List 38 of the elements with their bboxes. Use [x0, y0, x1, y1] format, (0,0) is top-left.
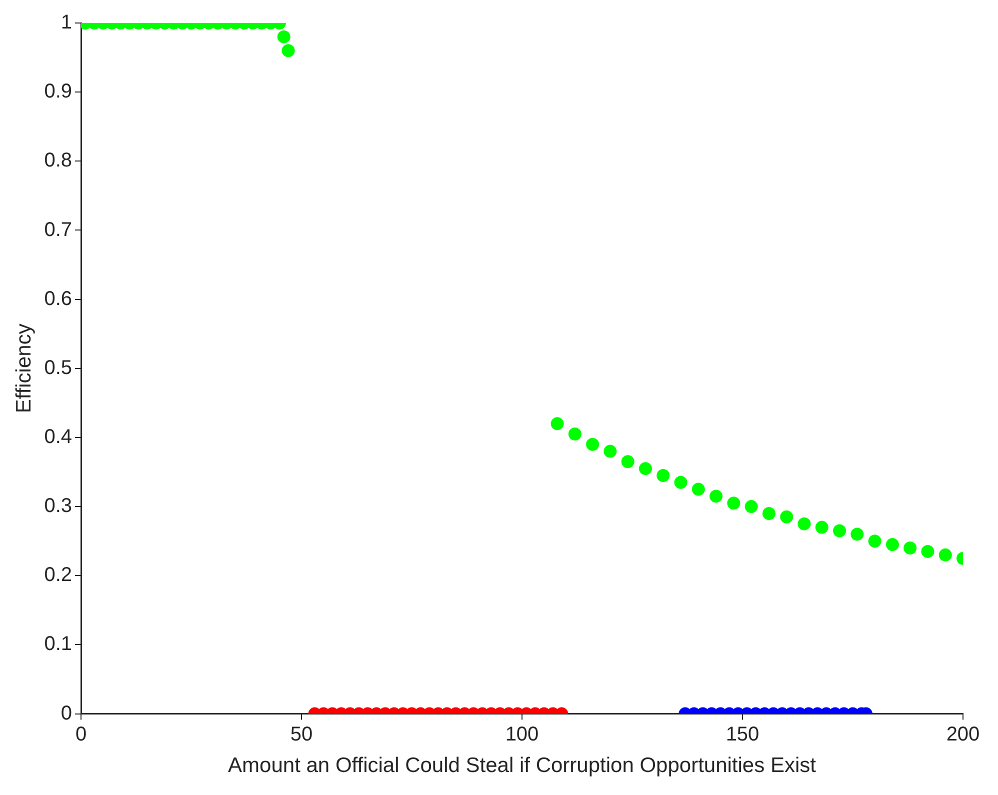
- point: [727, 496, 740, 510]
- point: [568, 428, 582, 441]
- point: [710, 490, 723, 503]
- y-tick-label: 0.8: [44, 150, 72, 172]
- point: [780, 510, 794, 524]
- point: [674, 476, 688, 489]
- x-tick-label: 100: [505, 723, 539, 746]
- y-tick-label: 0.4: [44, 426, 72, 448]
- point: [815, 520, 828, 534]
- point: [692, 482, 705, 496]
- x-tick-label: 50: [290, 723, 313, 746]
- point: [762, 506, 776, 520]
- point: [921, 544, 934, 558]
- x-tick-label: 150: [726, 723, 760, 746]
- point: [798, 517, 811, 530]
- y-axis-title: Efficiency: [12, 323, 36, 414]
- x-axis-title: Amount an Official Could Steal if Corruption Opportunities Exist: [228, 754, 816, 778]
- x-tick-label: 0: [75, 723, 87, 746]
- point: [638, 462, 652, 476]
- point: [621, 455, 634, 468]
- y-tick-label: 0.6: [44, 288, 72, 310]
- y-tick-label: 0.5: [44, 356, 72, 379]
- y-tick-label: 1: [60, 12, 72, 34]
- y-tick-label: 0.1: [44, 633, 72, 656]
- y-tick-label: 0.3: [44, 495, 72, 518]
- point: [550, 417, 564, 430]
- y-tick-label: 0.9: [44, 80, 72, 103]
- point: [604, 444, 617, 458]
- point: [744, 500, 758, 514]
- y-tick-label: 0.2: [44, 564, 72, 586]
- point: [938, 548, 952, 562]
- point: [833, 524, 846, 538]
- point: [656, 468, 670, 482]
- x-tick-label: 200: [946, 723, 980, 746]
- point: [586, 438, 600, 451]
- y-tick-label: 0.7: [44, 218, 72, 241]
- point: [850, 528, 864, 541]
- y-tick-label: 0: [60, 702, 72, 724]
